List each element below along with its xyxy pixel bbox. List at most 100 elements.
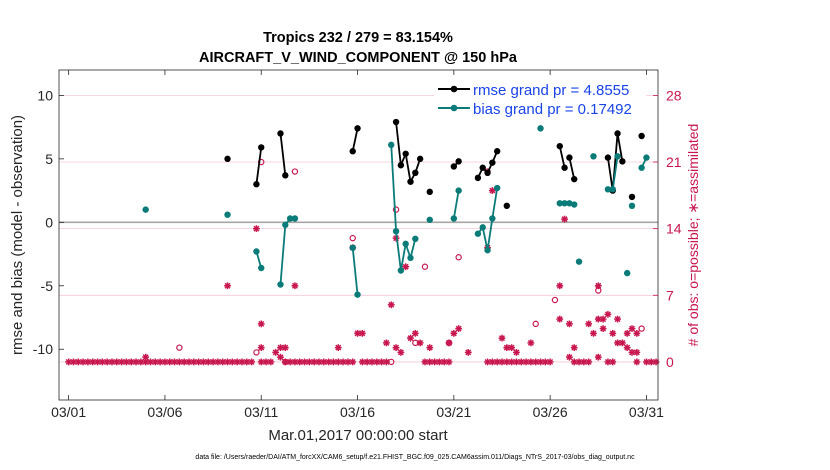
rmse-point	[474, 174, 482, 182]
obs-possible-point	[638, 325, 645, 332]
bias-point	[556, 200, 563, 207]
rmse-segment	[558, 145, 566, 168]
obs-assimilated-point	[527, 339, 535, 347]
obs-assimilated-point	[623, 344, 631, 352]
obs-assimilated-point	[445, 339, 453, 347]
legend-rmse-label: rmse grand pr = 4.8555	[473, 82, 629, 99]
bias-point	[392, 227, 400, 235]
obs-assimilated-point	[296, 358, 304, 366]
bias-point	[224, 211, 231, 218]
chart-title-line1: Tropics 232 / 279 = 83.154%	[263, 30, 453, 46]
obs-assimilated-point	[522, 358, 530, 366]
obs-assimilated-point	[609, 329, 617, 337]
x-tick-label: 03/11	[244, 404, 278, 420]
rmse-point	[253, 181, 260, 188]
obs-assimilated-point	[84, 358, 92, 366]
obs-assimilated-point	[546, 358, 554, 366]
legend-bias-marker	[450, 104, 458, 112]
obs-possible-point	[253, 349, 260, 356]
obs-assimilated-point	[383, 358, 390, 366]
bias-point	[628, 202, 636, 210]
obs-assimilated-point	[464, 349, 472, 356]
y-right-tick-label: 7	[666, 287, 674, 303]
obs-assimilated-point	[455, 325, 463, 333]
rmse-point	[416, 155, 424, 163]
bias-segment	[452, 190, 460, 219]
bias-point	[537, 125, 544, 132]
obs-assimilated-point	[585, 358, 593, 366]
obs-assimilated-point	[74, 358, 82, 366]
obs-assimilated-point	[123, 358, 130, 366]
rmse-point	[224, 155, 231, 163]
obs-possible-point	[349, 234, 356, 242]
y-tick-label: 10	[37, 87, 53, 103]
rmse-point	[571, 175, 578, 183]
bias-point	[609, 186, 616, 193]
rmse-point	[628, 193, 636, 201]
chart-title-line2: AIRCRAFT_V_WIND_COMPONENT @ 150 hPa	[199, 50, 518, 66]
obs-assimilated-point	[628, 349, 636, 356]
legend-box	[434, 78, 646, 120]
rmse-segment	[568, 157, 576, 180]
bias-point	[604, 186, 612, 193]
obs-assimilated-point	[426, 344, 434, 352]
rmse-segment	[255, 147, 263, 185]
bias-point	[426, 216, 433, 223]
plot-frame	[58, 69, 659, 401]
obs-assimilated-point	[354, 329, 361, 337]
obs-assimilated-point	[445, 358, 453, 366]
obs-assimilated-point	[267, 358, 275, 366]
legend-rmse-marker	[450, 85, 458, 93]
y-right-tick-label: 0	[666, 354, 674, 370]
obs-assimilated-point	[628, 325, 636, 333]
rmse-point	[493, 148, 501, 155]
rmse-point	[450, 163, 458, 170]
obs-assimilated-point	[498, 334, 506, 342]
obs-assimilated-point	[561, 215, 568, 223]
y-tick-label: 0	[45, 214, 53, 230]
legend-bias-label: bias grand pr = 0.17492	[473, 101, 632, 118]
obs-possible-point	[176, 344, 183, 351]
obs-assimilated-point	[566, 353, 573, 361]
obs-assimilated-point	[344, 358, 352, 366]
obs-assimilated-point	[488, 187, 496, 194]
obs-assimilated-point	[532, 358, 540, 366]
obs-possible-point	[392, 206, 400, 213]
rmse-point	[484, 169, 491, 177]
rmse-segment	[279, 133, 287, 176]
obs-assimilated-point	[277, 353, 284, 361]
rmse-point	[556, 142, 563, 150]
obs-assimilated-point	[599, 325, 607, 333]
obs-assimilated-point	[142, 353, 150, 361]
y-right-tick-label: 28	[666, 87, 682, 103]
obs-assimilated-point	[556, 282, 564, 290]
data-file-footnote: data file: /Users/raeder/DAI/ATM_forcXX/…	[195, 454, 635, 461]
rmse-point	[282, 172, 289, 179]
bias-point	[253, 248, 260, 255]
obs-assimilated-point	[566, 320, 573, 328]
series-lines	[142, 111, 650, 298]
obs-assimilated-point	[594, 282, 602, 290]
bias-point	[455, 187, 462, 194]
rmse-point	[489, 159, 496, 166]
obs-assimilated-point	[633, 349, 641, 356]
bias-point	[484, 247, 491, 254]
obs-assimilated-point	[604, 310, 612, 318]
bias-point	[258, 264, 265, 272]
x-tick-label: 03/06	[147, 404, 182, 420]
obs-assimilated-point	[137, 358, 145, 366]
y-axis-right-label: # of obs: o=possible; ∗=assimilated	[685, 124, 701, 347]
y-tick-label: 5	[45, 151, 53, 167]
obs-assimilated-point	[440, 358, 448, 366]
obs-assimilated-point	[387, 301, 395, 309]
y-right-tick-label: 14	[666, 221, 682, 237]
obs-assimilated-point	[257, 358, 265, 366]
obs-possible-point	[532, 320, 539, 328]
obs-assimilated-point	[570, 358, 578, 366]
x-tick-label: 03/26	[533, 404, 568, 420]
bias-point	[590, 153, 597, 160]
bias-point	[571, 201, 578, 208]
y-tick-label: -10	[33, 341, 53, 357]
obs-assimilated-point	[594, 315, 602, 323]
